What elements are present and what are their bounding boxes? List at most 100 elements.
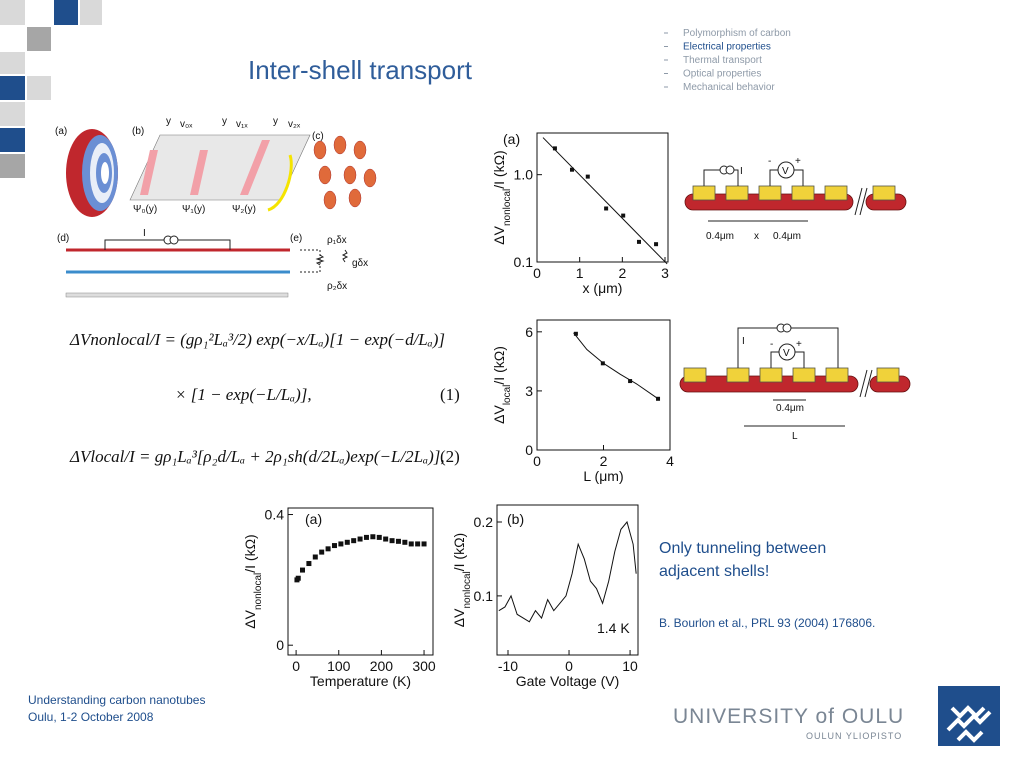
panel-label: (a) xyxy=(503,131,520,147)
data-point xyxy=(325,546,331,552)
velocity-label: v₀ₓ xyxy=(180,119,193,130)
slide-title: Inter-shell transport xyxy=(248,55,473,85)
data-point xyxy=(331,543,337,549)
data-point xyxy=(656,396,661,401)
data-point xyxy=(363,534,369,540)
x-axis-label: L (μm) xyxy=(583,468,623,484)
y-axis-label-part: nonlocal xyxy=(253,573,264,610)
resistor-label: ρ₁δx xyxy=(327,235,347,246)
dimension-label: 0.4μm xyxy=(706,231,734,242)
x-tick-label: 300 xyxy=(412,658,436,674)
polarity-label: - xyxy=(768,156,771,167)
nav-item: Polymorphism of carbon xyxy=(683,28,791,39)
y-axis-label-part: /I (kΩ) xyxy=(491,346,507,384)
data-point xyxy=(357,536,363,542)
logo-subname: OULUN YLIOPISTO xyxy=(806,731,902,741)
wavefunction-label: Ψ₂(y) xyxy=(232,204,256,215)
data-point xyxy=(312,554,318,560)
equation: × [1 − exp(−L/Lₐ)], xyxy=(175,385,312,404)
polarity-label: + xyxy=(795,156,801,167)
current-label: I xyxy=(740,166,743,177)
data-point xyxy=(344,539,350,545)
footer-text: Oulu, 1-2 October 2008 xyxy=(28,710,154,724)
nav-item: Mechanical behavior xyxy=(683,82,775,93)
nav-item: Thermal transport xyxy=(683,55,762,66)
y-tick-label: 1.0 xyxy=(514,167,534,183)
axis-label: y xyxy=(273,116,278,127)
y-axis-label: ΔVnonlocal/I (kΩ) xyxy=(242,534,264,628)
resistor-label: ρ₂δx xyxy=(327,281,347,292)
voltmeter-label: V xyxy=(783,348,790,359)
data-point xyxy=(395,538,401,544)
x-axis-label: Temperature (K) xyxy=(310,673,411,689)
x-tick-label: 0 xyxy=(565,658,573,674)
y-axis-label-part: ΔV xyxy=(491,225,507,244)
data-point xyxy=(573,331,578,336)
y-axis-label-part: local xyxy=(502,385,513,406)
data-point xyxy=(402,539,408,545)
corner-decoration xyxy=(0,0,102,178)
nav-item: Optical properties xyxy=(683,69,761,80)
y-tick-label: 0.4 xyxy=(265,507,285,523)
annotation: 1.4 K xyxy=(597,620,630,636)
panel-label: (d) xyxy=(57,233,69,244)
x-tick-label: 1 xyxy=(576,265,584,281)
note: adjacent shells! xyxy=(659,563,769,580)
data-point xyxy=(421,541,427,547)
y-axis-label-part: /I (kΩ) xyxy=(451,533,467,571)
data-point xyxy=(585,174,590,179)
panel-label: (a) xyxy=(305,511,322,527)
data-point xyxy=(569,167,574,172)
x-tick-label: 4 xyxy=(666,453,674,469)
data-point xyxy=(383,536,389,542)
y-tick-label: 3 xyxy=(525,383,533,399)
device-schematic-top-labels: I V - + 0.4μm x 0.4μm xyxy=(706,156,801,242)
polarity-label: + xyxy=(796,339,802,350)
data-point xyxy=(389,538,395,544)
data-point xyxy=(351,538,357,544)
data-point xyxy=(306,561,312,567)
data-point xyxy=(415,541,421,547)
x-axis-label: Gate Voltage (V) xyxy=(516,673,620,689)
wavefunction-label: Ψ₁(y) xyxy=(182,204,205,215)
data-point xyxy=(338,541,344,547)
logo-name: UNIVERSITY of OULU xyxy=(673,705,904,728)
panel-label: (c) xyxy=(312,131,324,142)
axis-label: y xyxy=(222,116,227,127)
polarity-label: - xyxy=(770,339,773,350)
dimension-label: 0.4μm xyxy=(776,403,804,414)
x-tick-label: 3 xyxy=(661,265,669,281)
y-axis-label-part: ΔV xyxy=(451,608,467,627)
x-tick-label: 0 xyxy=(533,265,541,281)
data-point xyxy=(628,379,633,384)
wavefunction-label: Ψ₀(y) xyxy=(133,204,157,215)
nav-menu: Polymorphism of carbon Electrical propert… xyxy=(664,28,791,93)
equation-number: (1) xyxy=(440,385,460,404)
y-axis-label-part: /I (kΩ) xyxy=(242,534,258,572)
y-axis-label: ΔVnonlocal/I (kΩ) xyxy=(491,150,513,244)
data-line xyxy=(498,520,637,623)
y-tick-label: 6 xyxy=(525,324,533,340)
data-point xyxy=(370,534,376,540)
x-axis-label: x (μm) xyxy=(583,280,623,296)
plot-frame xyxy=(536,132,669,263)
x-tick-label: -10 xyxy=(498,658,518,674)
nav-item: Electrical properties xyxy=(683,42,771,53)
current-label: I xyxy=(143,228,146,239)
velocity-label: v₂ₓ xyxy=(288,119,301,130)
dimension-label: L xyxy=(792,431,798,442)
dimension-label: x xyxy=(754,231,759,242)
y-axis-label: ΔVlocal/I (kΩ) xyxy=(491,346,513,424)
data-point xyxy=(604,206,609,211)
logo-mark xyxy=(938,686,1000,746)
y-tick-label: 0 xyxy=(525,442,533,458)
dimension-label: 0.4μm xyxy=(773,231,801,242)
y-axis-label-part: nonlocal xyxy=(502,189,513,226)
y-tick-label: 0 xyxy=(276,637,284,653)
x-tick-label: 10 xyxy=(622,658,638,674)
panel-label: (b) xyxy=(132,126,144,137)
data-point xyxy=(376,534,382,540)
y-tick-label: 0.2 xyxy=(474,514,494,530)
panel-label: (b) xyxy=(507,511,524,527)
data-point xyxy=(621,213,626,218)
